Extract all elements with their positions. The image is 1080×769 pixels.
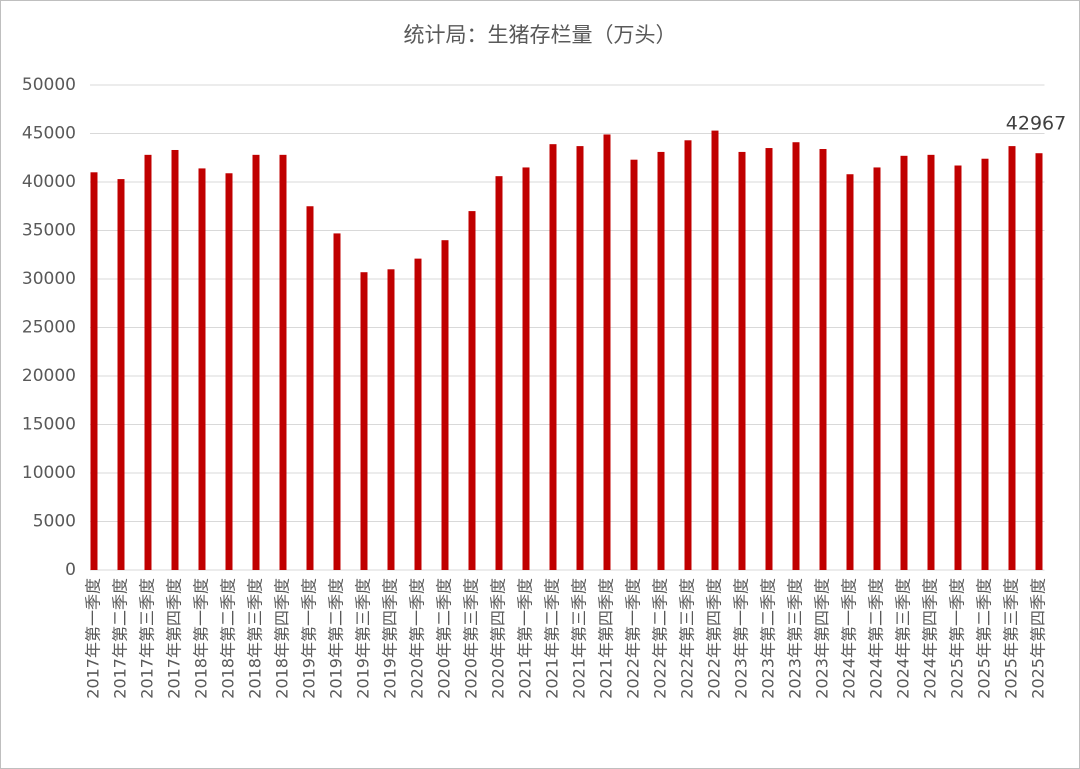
x-tick-label: 2018年第二季度 [219,578,238,699]
x-tick-label: 2020年第二季度 [435,578,454,699]
bar [603,134,611,570]
x-tick-label: 2025年第四季度 [1029,578,1048,699]
bar [90,172,98,571]
bar [252,154,260,570]
bar [225,173,233,570]
x-tick-label: 2019年第二季度 [327,578,346,699]
y-tick-label: 15000 [22,415,76,435]
x-tick-label: 2022年第三季度 [678,578,697,699]
bar [549,144,557,571]
y-tick-label: 5000 [33,512,76,532]
bar [306,206,314,570]
y-tick-label: 0 [65,560,76,580]
bar [927,154,935,570]
x-tick-label: 2017年第三季度 [138,578,157,699]
x-tick-label: 2022年第二季度 [651,578,670,699]
bar [414,258,422,570]
y-tick-label: 45000 [22,124,76,144]
x-tick-label: 2019年第三季度 [354,578,373,699]
bar [981,158,989,570]
x-tick-label: 2020年第三季度 [462,578,481,699]
x-tick-label: 2017年第二季度 [111,578,130,699]
bar [873,167,881,570]
bar [738,151,746,570]
chart-title: 统计局：生猪存栏量（万头） [404,23,677,47]
bar [846,174,854,571]
x-tick-label: 2025年第一季度 [948,578,967,699]
x-tick-label: 2021年第三季度 [570,578,589,699]
x-tick-label: 2018年第一季度 [192,578,211,699]
bar [954,165,962,570]
bar [1008,146,1016,571]
bar [1035,153,1043,570]
y-tick-label: 35000 [22,221,76,241]
x-tick-label: 2023年第三季度 [786,578,805,699]
bar [117,179,125,570]
bar [522,167,530,570]
bar [387,269,395,570]
x-tick-label: 2024年第一季度 [840,578,859,699]
x-tick-label: 2023年第四季度 [813,578,832,699]
y-tick-label: 30000 [22,269,76,289]
x-tick-label: 2018年第三季度 [246,578,265,699]
x-tick-label: 2024年第四季度 [921,578,940,699]
bar [333,233,341,570]
x-tick-label: 2022年第一季度 [624,578,643,699]
x-tick-label: 2021年第二季度 [543,578,562,699]
bar [441,240,449,570]
bar [900,155,908,570]
x-tick-label: 2025年第三季度 [1002,578,1021,699]
bar [198,168,206,571]
x-tick-label: 2021年第一季度 [516,578,535,699]
x-tick-label: 2020年第四季度 [489,578,508,699]
bar [684,140,692,571]
bar [630,159,638,570]
bar [495,176,503,570]
x-tick-label: 2021年第四季度 [597,578,616,699]
bar [576,146,584,571]
y-tick-label: 50000 [22,75,76,95]
x-tick-label: 2017年第四季度 [165,578,184,699]
bar [792,142,800,571]
x-tick-label: 2019年第一季度 [300,578,319,699]
x-tick-label: 2017年第一季度 [84,578,103,699]
x-tick-label: 2023年第一季度 [732,578,751,699]
y-tick-label: 40000 [22,172,76,192]
bar [711,130,719,570]
bar [819,149,827,570]
bar [765,148,773,571]
x-tick-label: 2019年第四季度 [381,578,400,699]
x-tick-label: 2023年第二季度 [759,578,778,699]
bar [279,154,287,570]
x-tick-label: 2022年第四季度 [705,578,724,699]
y-tick-label: 10000 [22,463,76,483]
bar [468,211,476,570]
x-tick-label: 2024年第二季度 [867,578,886,699]
x-tick-label: 2025年第二季度 [975,578,994,699]
bar [144,154,152,570]
bar [360,272,368,570]
x-tick-label: 2020年第一季度 [408,578,427,699]
x-tick-label: 2018年第四季度 [273,578,292,699]
data-label: 42967 [1006,113,1066,135]
x-tick-label: 2024年第三季度 [894,578,913,699]
y-tick-label: 25000 [22,318,76,338]
bar [171,149,179,571]
y-tick-label: 20000 [22,366,76,386]
bar [657,151,665,570]
